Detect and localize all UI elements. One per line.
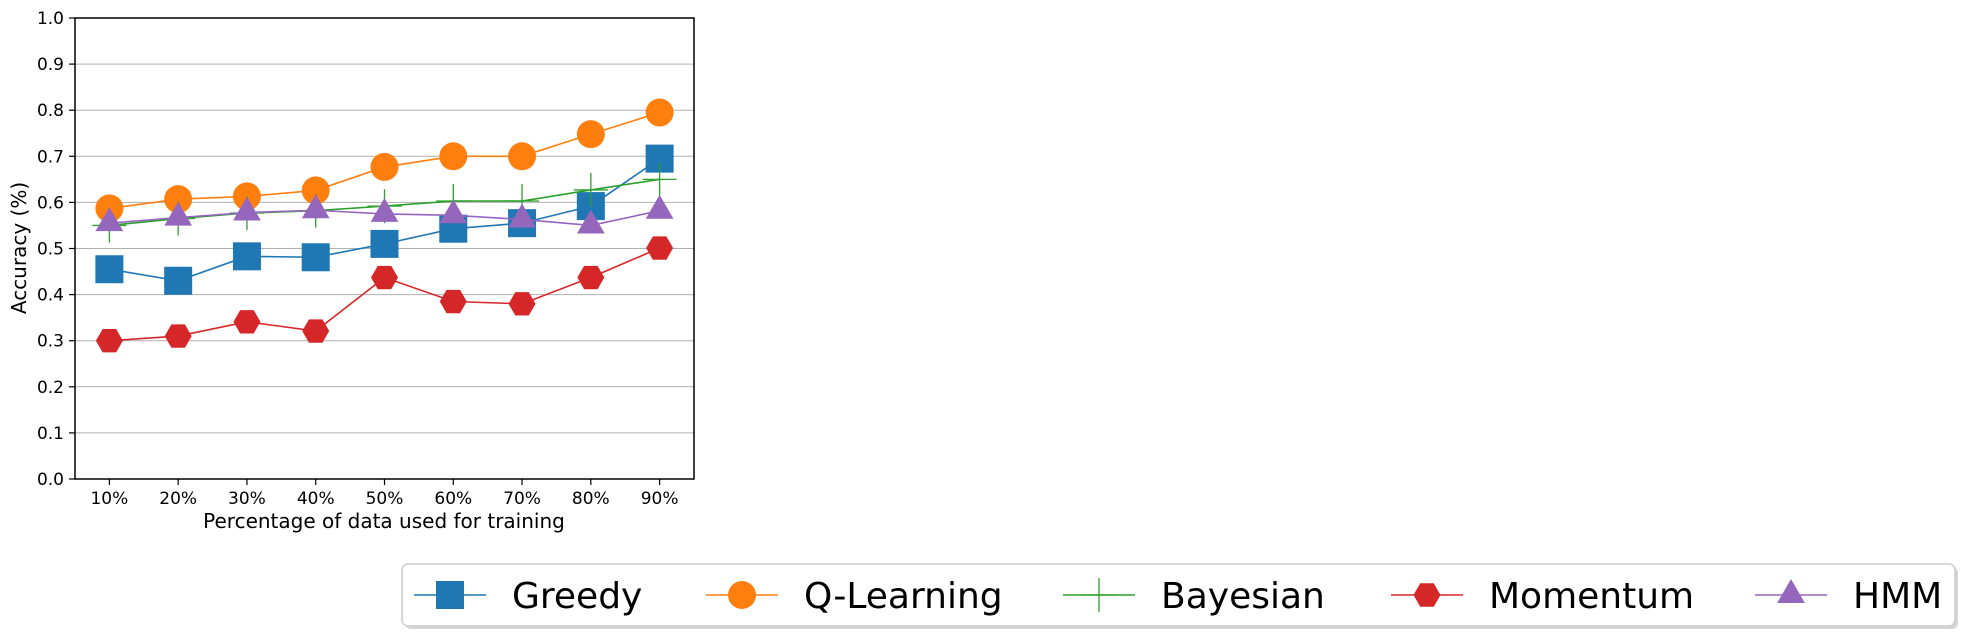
legend-item-q-learning: Q-Learning xyxy=(706,576,1003,617)
legend-item-bayesian: Bayesian xyxy=(1063,576,1325,617)
data-point-q-learning xyxy=(576,120,605,149)
legend-label-greedy: Greedy xyxy=(512,576,642,617)
data-point-q-learning xyxy=(164,185,193,214)
x-tick-label: 20% xyxy=(159,489,197,509)
data-point-q-learning xyxy=(439,142,468,171)
legend-marker-momentum xyxy=(1413,583,1441,607)
data-point-momentum xyxy=(302,319,330,343)
legend-marker-bayesian xyxy=(1082,578,1116,612)
y-tick-label: 0.9 xyxy=(37,55,64,75)
y-tick-label: 0.0 xyxy=(37,470,64,490)
data-point-momentum xyxy=(164,324,192,348)
data-point-greedy xyxy=(370,229,399,258)
data-point-bayesian xyxy=(573,172,608,207)
legend-marker-hmm xyxy=(1777,579,1805,603)
data-point-hmm xyxy=(233,196,261,221)
y-tick-label: 0.6 xyxy=(37,193,64,213)
data-point-q-learning xyxy=(301,176,330,205)
x-tick-label: 40% xyxy=(297,489,335,509)
data-point-momentum xyxy=(233,310,261,334)
x-tick-label: 10% xyxy=(90,489,128,509)
data-point-hmm xyxy=(645,194,674,219)
data-point-momentum xyxy=(371,265,398,290)
data-point-bayesian xyxy=(642,162,677,197)
x-tick-label: 70% xyxy=(503,489,541,509)
series-hmm xyxy=(95,194,674,234)
data-point-momentum xyxy=(646,236,674,260)
data-point-greedy xyxy=(232,242,261,271)
data-point-q-learning xyxy=(645,98,674,127)
data-point-momentum xyxy=(508,292,536,316)
data-point-q-learning xyxy=(508,142,537,171)
data-point-momentum xyxy=(577,265,605,290)
data-point-hmm xyxy=(576,209,605,234)
x-axis-title: Percentage of data used for training xyxy=(203,509,565,533)
x-tick-label: 30% xyxy=(228,489,266,509)
plot-area xyxy=(92,98,677,353)
legend-label-bayesian: Bayesian xyxy=(1161,576,1325,617)
x-tick-label: 90% xyxy=(641,489,679,509)
data-point-hmm xyxy=(164,201,193,226)
data-point-greedy xyxy=(301,243,330,272)
axes: 0.0 0.1 0.2 0.3 0.4 0.5 0.6 0.7 0.8 0.9 1.0 10% 20% 3… xyxy=(37,9,679,509)
data-point-momentum xyxy=(95,329,123,353)
legend-marker-greedy xyxy=(436,581,464,609)
legend: Greedy Q-Learning Bayesian Momentum HMM xyxy=(401,563,1958,629)
data-point-greedy xyxy=(95,255,124,284)
data-point-hmm xyxy=(439,199,468,224)
legend-label-q-learning: Q-Learning xyxy=(804,576,1003,617)
y-tick-label: 1.0 xyxy=(37,9,64,29)
legend-label-hmm: HMM xyxy=(1853,576,1942,617)
data-point-hmm xyxy=(95,207,124,232)
x-tick-label: 50% xyxy=(366,489,404,509)
legend-item-momentum: Momentum xyxy=(1391,576,1694,617)
legend-item-greedy: Greedy xyxy=(414,576,642,617)
y-tick-label: 0.1 xyxy=(37,424,64,444)
data-point-momentum xyxy=(439,289,467,314)
data-point-greedy xyxy=(164,266,193,295)
series-q-learning xyxy=(95,98,674,223)
data-point-hmm xyxy=(508,203,536,228)
x-tick-label: 60% xyxy=(434,489,472,509)
data-point-q-learning xyxy=(370,152,399,181)
y-tick-label: 0.3 xyxy=(37,332,64,352)
series-momentum xyxy=(95,236,674,353)
y-tick-label: 0.5 xyxy=(37,240,64,260)
x-tick-label: 80% xyxy=(572,489,610,509)
y-tick-label: 0.4 xyxy=(37,286,64,306)
legend-marker-q-learning xyxy=(728,581,756,609)
legend-label-momentum: Momentum xyxy=(1489,576,1694,617)
data-point-hmm xyxy=(370,197,399,222)
y-tick-label: 0.2 xyxy=(37,378,64,398)
y-tick-label: 0.7 xyxy=(37,147,64,167)
y-tick-label: 0.8 xyxy=(37,101,64,121)
data-point-hmm xyxy=(301,194,330,219)
legend-item-hmm: HMM xyxy=(1755,576,1942,617)
y-axis-title: Accuracy (%) xyxy=(7,182,31,314)
